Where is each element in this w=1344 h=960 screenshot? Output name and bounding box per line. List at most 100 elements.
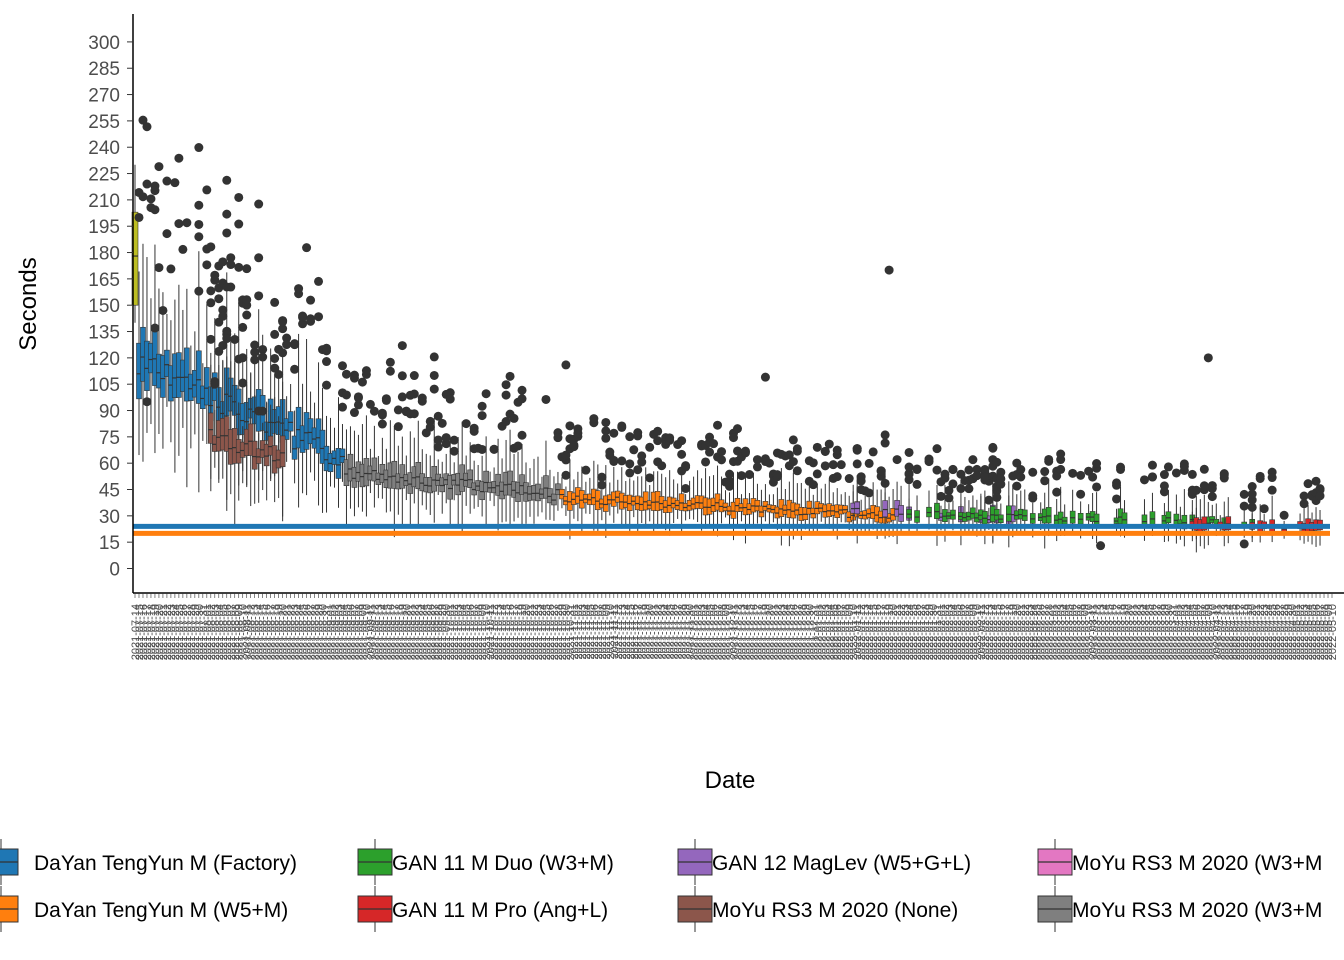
outlier-point — [912, 465, 922, 475]
outlier-point — [182, 218, 192, 228]
x-tick-label: 2021-11-10 — [605, 604, 617, 659]
x-tick-label: 2021-10-16 — [505, 604, 517, 660]
x-tick-label: 2021-10-19 — [517, 604, 529, 660]
x-tick-label: 2021-08-27 — [306, 604, 318, 660]
x-tick-label: 2021-11-28 — [677, 604, 689, 659]
x-tick-label: 2021-08-20 — [278, 604, 290, 660]
x-tick-label: 2021-08-05 — [218, 604, 230, 660]
outlier-point — [417, 393, 427, 403]
outlier-point — [617, 456, 627, 466]
outlier-point — [322, 380, 332, 390]
x-tick-label: 2021-07-31 — [198, 604, 210, 660]
x-tick-label: 2021-08-13 — [250, 604, 262, 660]
outlier-point — [788, 435, 798, 445]
outlier-point — [597, 472, 607, 482]
outlier-point — [1267, 485, 1277, 495]
legend-label: MoYu RS3 M 2020 (W3+M — [1072, 852, 1322, 875]
outlier-point — [605, 447, 615, 457]
x-tick-label: 2021-12-16 — [748, 604, 760, 660]
outlier-point — [573, 424, 583, 434]
box — [208, 412, 214, 444]
outlier-point — [222, 228, 232, 238]
x-tick-label: 2021-07-23 — [166, 604, 178, 660]
x-tick-label: 2021-09-09 — [357, 604, 369, 660]
y-tick-label: 105 — [88, 375, 120, 396]
outlier-point — [1056, 449, 1066, 459]
x-tick-label: 2022-04-29 — [1283, 604, 1295, 660]
x-tick-label: 2022-01-29 — [924, 604, 936, 660]
x-tick-label: 2021-07-21 — [158, 604, 170, 660]
outlier-point — [597, 480, 607, 490]
outlier-point — [1279, 510, 1289, 520]
x-tick-label: 2022-01-12 — [856, 604, 868, 660]
outlier-point — [150, 186, 160, 196]
x-tick-label: 2022-02-19 — [1008, 604, 1020, 660]
legend-item: MoYu RS3 M 2020 (W3+M — [1037, 886, 1322, 932]
outlier-point — [565, 421, 575, 431]
x-tick-label: 2022-02-22 — [1020, 604, 1032, 660]
outlier-point — [306, 295, 316, 305]
outlier-point — [1199, 464, 1209, 474]
outlier-point — [1116, 462, 1126, 472]
x-tick-label: 2022-02-15 — [992, 604, 1004, 660]
x-tick-label: 2021-09-12 — [369, 604, 381, 660]
y-tick-label: 60 — [99, 454, 120, 475]
outlier-point — [341, 390, 351, 400]
x-tick-label: 2022-03-19 — [1120, 604, 1132, 660]
box — [882, 500, 888, 518]
x-tick-label: 2021-12-13 — [736, 604, 748, 660]
y-tick-label: 75 — [99, 428, 120, 449]
x-tick-label: 2021-08-02 — [206, 604, 218, 660]
outlier-point — [441, 433, 451, 443]
outlier-point — [222, 209, 232, 219]
x-tick-label: 2021-11-21 — [649, 604, 661, 659]
outlier-point — [517, 394, 527, 404]
outlier-point — [968, 455, 978, 465]
outlier-point — [469, 426, 479, 436]
outlier-point — [1219, 470, 1229, 480]
x-tick-label: 2021-10-24 — [537, 604, 549, 660]
x-tick-label: 2021-12-08 — [717, 604, 729, 660]
x-tick-label: 2021-12-21 — [768, 604, 780, 660]
y-tick-label: 300 — [88, 33, 120, 54]
outlier-point — [948, 464, 958, 474]
x-tick-label: 2022-01-23 — [900, 604, 912, 660]
x-tick-label: 2021-11-05 — [585, 604, 597, 659]
x-tick-label: 2021-09-30 — [441, 604, 453, 660]
x-tick-label: 2022-03-11 — [1088, 604, 1100, 659]
box — [279, 435, 286, 468]
x-tick-label: 2021-11-02 — [573, 604, 585, 659]
y-tick-label: 210 — [88, 191, 120, 212]
outlier-point — [852, 459, 862, 469]
x-tick-label: 2022-05-08 — [1319, 604, 1331, 660]
box — [1045, 507, 1052, 524]
x-tick-label: 2021-11-24 — [661, 604, 673, 659]
x-tick-label: 2022-04-30 — [1287, 604, 1299, 660]
x-tick-label: 2022-01-17 — [876, 604, 888, 660]
x-tick-label: 2022-01-07 — [836, 604, 848, 660]
x-tick-label: 2021-12-14 — [740, 604, 752, 660]
x-tick-label: 2022-04-15 — [1227, 604, 1239, 660]
x-tick-label: 2021-09-26 — [425, 604, 437, 660]
outlier-point — [1012, 481, 1022, 491]
outlier-point — [736, 471, 746, 481]
outlier-point — [972, 464, 982, 474]
x-tick-label: 2021-08-21 — [282, 604, 294, 660]
x-tick-label: 2022-03-31 — [1167, 604, 1179, 660]
outlier-point — [258, 352, 268, 362]
outlier-point — [1076, 470, 1086, 480]
x-tick-label: 2021-11-27 — [673, 604, 685, 659]
outlier-point — [1092, 482, 1102, 492]
x-tick-label: 2022-01-02 — [816, 604, 828, 660]
outlier-point — [349, 373, 359, 383]
x-tick-label: 2021-10-12 — [489, 604, 501, 660]
outlier-point — [561, 360, 571, 370]
outlier-point — [980, 472, 990, 482]
x-tick-label: 2021-11-22 — [653, 604, 665, 659]
x-tick-label: 2021-07-29 — [190, 604, 202, 660]
x-tick-label: 2021-12-20 — [764, 604, 776, 660]
x-tick-label: 2021-08-28 — [310, 604, 322, 660]
outlier-point — [1239, 489, 1249, 499]
x-tick-label: 2022-05-01 — [1291, 604, 1303, 660]
x-tick-label: 2021-08-22 — [286, 604, 298, 660]
